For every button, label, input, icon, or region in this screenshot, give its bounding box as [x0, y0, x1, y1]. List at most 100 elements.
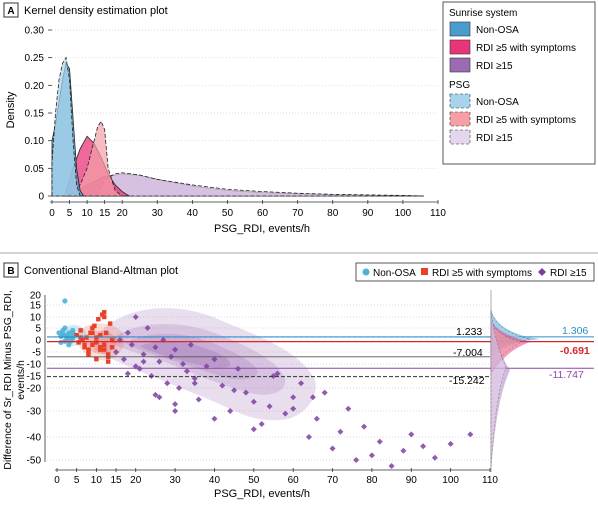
contour-rdi15 — [95, 308, 316, 421]
point-symptoms — [90, 325, 95, 331]
point-non-osa — [70, 330, 76, 336]
legend-label: RDI ≥15 — [550, 268, 587, 279]
point-symptoms — [78, 328, 83, 333]
point-symptoms — [109, 337, 115, 343]
mean-label-rdi15: -11.747 — [549, 369, 584, 381]
point-rdi15 — [120, 356, 127, 363]
scatter-points — [56, 298, 474, 469]
panel-b: B Conventional Bland-Altman plot Non-OSA… — [2, 262, 595, 500]
point-rdi15 — [227, 408, 234, 414]
point-rdi15 — [290, 405, 297, 412]
point-rdi15 — [290, 394, 297, 401]
point-rdi15 — [408, 431, 415, 438]
y-tick-label: 15 — [30, 301, 42, 312]
point-rdi15 — [235, 365, 242, 372]
point-rdi15 — [164, 380, 171, 387]
x-tick-label: 10 — [82, 208, 94, 219]
point-symptoms — [105, 352, 111, 357]
panel-a-legend: Sunrise system Non-OSA RDI ≥5 with sympt… — [442, 1, 596, 165]
point-rdi15 — [329, 445, 336, 452]
point-rdi15 — [124, 329, 131, 336]
panel-a-density-areas — [51, 56, 424, 197]
x-tick-label: 0 — [54, 475, 60, 486]
point-rdi15 — [420, 443, 427, 450]
panel-a-title: Kernel density estimation plot — [24, 5, 168, 17]
point-rdi15 — [250, 426, 257, 433]
legend-label: Non-OSA — [373, 268, 416, 279]
x-tick-label: 60 — [257, 208, 269, 219]
point-symptoms — [84, 335, 89, 340]
legend-marker-non-osa — [362, 268, 370, 276]
point-symptoms — [104, 330, 109, 335]
x-tick-label: 60 — [288, 475, 300, 486]
point-rdi15 — [282, 410, 289, 417]
x-tick-label: 70 — [292, 208, 304, 219]
legend-marker-symptoms — [421, 268, 428, 275]
point-symptoms — [94, 335, 99, 340]
x-tick-label: 100 — [395, 208, 412, 219]
point-rdi15 — [231, 387, 238, 394]
legend-box — [355, 262, 595, 282]
point-rdi15 — [211, 356, 218, 363]
legend-label: Non-OSA — [476, 25, 519, 36]
panel-a-y-ticks: 0 0.05 0.10 0.15 0.20 0.25 0.30 — [25, 26, 52, 203]
point-symptoms — [100, 312, 105, 317]
y-tick-label: 0.25 — [25, 53, 45, 64]
marginal-psg-rdi15 — [490, 311, 507, 467]
x-tick-label: 80 — [366, 475, 378, 486]
point-symptoms — [102, 314, 107, 320]
point-rdi15 — [258, 421, 265, 427]
point-rdi15 — [376, 438, 383, 445]
x-tick-label: 30 — [170, 475, 182, 486]
y-tick-label: 10 — [30, 313, 42, 324]
point-symptoms — [74, 333, 79, 338]
point-symptoms — [102, 347, 107, 352]
x-tick-label: 20 — [130, 475, 142, 486]
x-tick-label: 5 — [67, 208, 73, 219]
legend-label: RDI ≥15 — [476, 133, 513, 144]
point-symptoms — [94, 357, 99, 362]
point-symptoms — [94, 340, 99, 345]
panel-a: A Kernel density estimation plot Density… — [3, 1, 596, 235]
legend-swatch-sunrise-symptoms — [449, 39, 471, 55]
x-tick-label: 0 — [49, 208, 55, 219]
point-rdi15 — [172, 401, 179, 408]
y-tick-label: 0 — [35, 336, 41, 347]
point-symptoms — [98, 345, 103, 350]
point-rdi15 — [400, 447, 407, 454]
ref-line-label-mean: -7.004 — [453, 347, 483, 359]
point-symptoms — [80, 337, 85, 343]
point-rdi15 — [211, 415, 218, 422]
point-rdi15 — [368, 452, 375, 459]
density-psg-symptoms — [68, 120, 124, 197]
point-rdi15 — [345, 405, 352, 412]
point-symptoms — [82, 342, 87, 347]
point-rdi15 — [309, 394, 316, 401]
point-symptoms — [96, 317, 101, 322]
point-rdi15 — [219, 382, 226, 389]
point-symptoms — [86, 349, 91, 355]
point-rdi15 — [305, 434, 312, 440]
y-tick-label: -50 — [27, 456, 42, 467]
x-tick-label: 40 — [209, 475, 221, 486]
x-tick-label: 90 — [406, 475, 418, 486]
point-rdi15 — [140, 358, 147, 365]
point-rdi15 — [152, 344, 159, 351]
legend-swatch-psg-symptoms — [449, 111, 471, 127]
point-rdi15 — [353, 457, 360, 463]
point-rdi15 — [321, 389, 328, 396]
point-non-osa — [62, 325, 68, 331]
panel-b-legend: Non-OSA RDI ≥5 with symptoms RDI ≥15 — [355, 262, 595, 282]
legend-label: RDI ≥15 — [476, 61, 513, 72]
point-rdi15 — [176, 385, 183, 391]
x-tick-label: 80 — [327, 208, 339, 219]
y-tick-label: 0.05 — [25, 164, 45, 175]
panel-a-xlabel: PSG_RDI, events/h — [214, 223, 310, 235]
panel-b-x-ticks: 0 5 10 15 20 30 40 50 60 70 80 90 100 110 — [54, 468, 498, 486]
point-rdi15 — [132, 314, 139, 320]
point-rdi15 — [274, 370, 281, 377]
y-tick-label: 0.15 — [25, 109, 45, 120]
panel-b-xlabel: PSG_RDI, events/h — [214, 488, 310, 500]
point-symptoms — [105, 359, 111, 364]
